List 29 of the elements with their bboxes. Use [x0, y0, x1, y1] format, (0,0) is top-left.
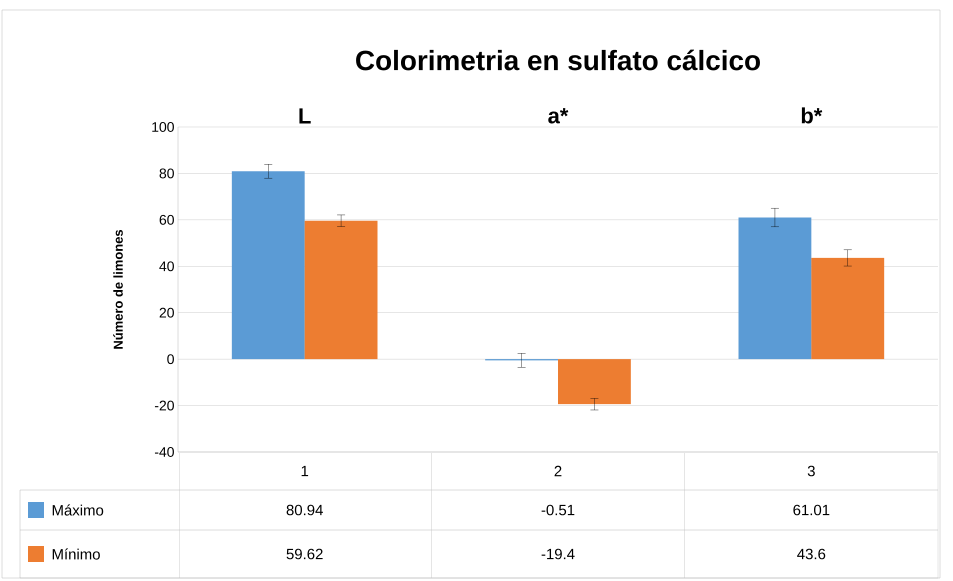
chart-title: Colorimetria en sulfato cálcico — [356, 50, 760, 70]
y-tick-label: 80 — [160, 168, 174, 178]
y-tick-label: -20 — [154, 400, 174, 411]
y-tick-label: 100 — [152, 122, 174, 132]
x-tick-label: 2 — [554, 466, 562, 476]
y-tick-label: 20 — [160, 308, 174, 318]
y-axis-title: Número de limones — [113, 230, 123, 349]
data-label: 61.01 — [793, 504, 830, 516]
bar — [738, 218, 812, 360]
text: L — [299, 108, 311, 124]
data-label: 43.6 — [797, 548, 826, 560]
x-tick-label: 1 — [302, 466, 308, 476]
bar — [304, 220, 378, 360]
y-tick-label: -40 — [154, 447, 174, 457]
y-tick-label: 60 — [160, 214, 174, 225]
legend-label: Mínimo — [52, 548, 100, 560]
data-label: 59.62 — [286, 548, 323, 560]
x-tick-label: 3 — [808, 466, 815, 476]
bar — [232, 171, 305, 360]
bar — [811, 258, 884, 360]
data-label: -0.51 — [542, 504, 574, 516]
text: b* — [802, 107, 822, 124]
text: a* — [548, 108, 568, 124]
y-tick-label: 0 — [167, 354, 174, 364]
bar — [558, 359, 631, 404]
legend-label: Máximo — [52, 504, 104, 516]
data-label: -19.4 — [542, 548, 575, 560]
y-tick-label: 40 — [159, 261, 174, 272]
data-label: 80.94 — [286, 504, 323, 516]
